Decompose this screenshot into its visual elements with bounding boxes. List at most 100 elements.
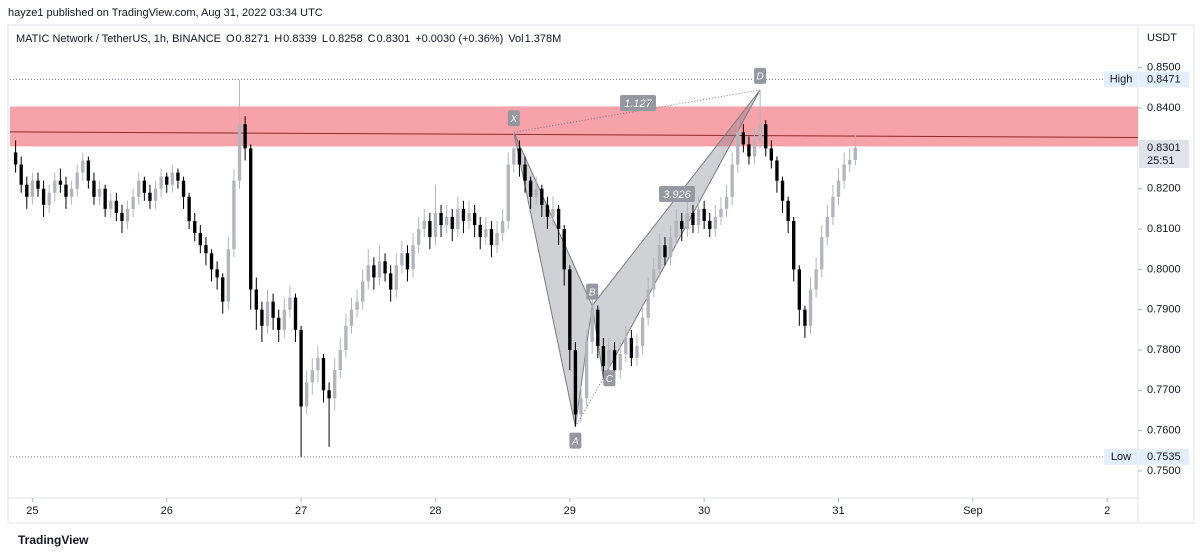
y-tick-label: 0.8200 [1147, 183, 1181, 195]
candle-body [495, 233, 499, 246]
candle-body [786, 200, 790, 221]
candle-body [153, 188, 158, 201]
candle-body [803, 309, 807, 326]
candle-body [372, 265, 376, 278]
countdown: 25:51 [1147, 155, 1175, 167]
candle-body [277, 317, 281, 330]
candle-body [444, 216, 449, 226]
candle-body [422, 220, 426, 230]
pattern-point-label: B [589, 287, 596, 298]
candle-body [288, 297, 292, 310]
pattern-point-label: X [509, 114, 517, 125]
candle-body [624, 337, 628, 355]
candle-body [36, 180, 40, 189]
y-tick-label: 0.8000 [1147, 263, 1181, 275]
pattern-point-box [507, 110, 520, 127]
low-value-box [1139, 448, 1189, 465]
candle-body [75, 172, 79, 189]
candle-body [69, 188, 74, 197]
candle-body [316, 358, 320, 371]
candle-body [736, 132, 740, 165]
candle-body [814, 269, 818, 290]
candle-body [271, 301, 275, 318]
x-tick-label: 30 [698, 505, 710, 517]
candle-body [226, 249, 231, 302]
candle-body [568, 269, 572, 351]
pattern-point-label: D [757, 72, 764, 83]
ohlc-key: O [226, 33, 235, 45]
y-tick-label: 0.7700 [1147, 384, 1181, 396]
candle-body [708, 220, 712, 230]
candle-body [685, 212, 690, 230]
candle-body [596, 309, 600, 346]
candle-body [652, 269, 656, 290]
candle-body [506, 164, 510, 221]
candle-body [820, 237, 824, 270]
candle-body [181, 180, 186, 197]
candle-body [545, 204, 550, 217]
candle-body [680, 220, 684, 230]
candle-body [321, 358, 326, 391]
candle-body [825, 216, 829, 238]
ohlc-key: H [274, 33, 282, 45]
candle-body [388, 273, 393, 290]
candle-body [109, 200, 113, 209]
candle-body [47, 192, 51, 205]
candle-body [338, 350, 342, 371]
ohlc-value: 0.8301 [377, 33, 411, 45]
candle-body [433, 212, 438, 238]
candle-body [719, 208, 723, 217]
symbol: MATIC Network / TetherUS, 1h, BINANCE [16, 33, 221, 45]
candle-body [523, 164, 527, 181]
candle-body [450, 216, 454, 230]
x-tick-label: 2 [1104, 505, 1110, 517]
candle-body [853, 147, 857, 161]
candle-body [769, 148, 774, 161]
candle-body [562, 229, 566, 270]
candle-body [831, 196, 835, 217]
candle-body [86, 160, 91, 181]
candle-body [53, 180, 57, 193]
candle-body [484, 229, 488, 238]
x-tick-label: 27 [295, 505, 307, 517]
ratio-label: 3.926 [663, 189, 691, 201]
candle-body [411, 245, 415, 270]
last-price: 0.8301 [1147, 142, 1181, 154]
candle-body [780, 180, 785, 201]
candle-body [299, 329, 303, 407]
candle-body [137, 180, 141, 197]
candle-body [792, 220, 796, 270]
candle-body [752, 140, 757, 157]
pattern-ac [574, 377, 604, 427]
ohlc-value: 0.8339 [283, 33, 317, 45]
candle-body [842, 164, 846, 181]
candle-body [282, 309, 286, 330]
candle-body [691, 212, 695, 226]
ratio-box [620, 95, 656, 111]
candle-body [366, 265, 370, 282]
candle-body [512, 148, 516, 165]
candle-body [243, 124, 247, 149]
x-tick-label: 31 [832, 505, 844, 517]
candle-body [696, 208, 701, 226]
candle-body [629, 337, 634, 359]
candle-body [747, 144, 751, 157]
candle-body [848, 160, 852, 165]
candle-body [836, 180, 841, 197]
ohlc-key: C [368, 33, 376, 45]
y-tick-label: 0.7900 [1147, 304, 1181, 316]
candle-body [730, 164, 734, 197]
candle-body [92, 180, 96, 197]
ohlc-value: 0.8271 [236, 33, 270, 45]
candle-body [232, 180, 236, 250]
candle-body [198, 233, 203, 246]
candle-body [310, 370, 314, 383]
vol-value: 1.378M [525, 33, 562, 45]
candle-body [30, 180, 35, 197]
x-tick-label: 28 [429, 505, 441, 517]
candle-body [349, 309, 354, 326]
candle-body [344, 325, 348, 351]
candle-body [377, 261, 382, 278]
